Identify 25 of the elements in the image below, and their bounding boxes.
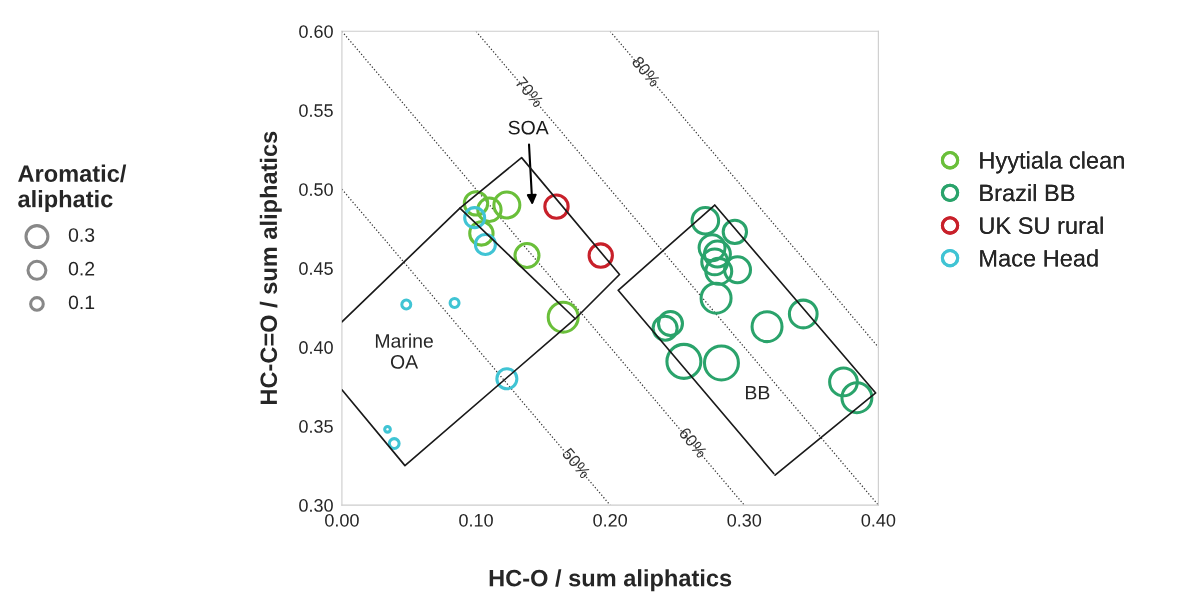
legend-title: Aromatic/ aliphatic: [18, 164, 127, 213]
x-tick-label: 0.30: [727, 513, 762, 527]
y-tick-label: 0.45: [299, 262, 333, 275]
x-tick-label: 0.40: [861, 513, 896, 527]
y-tick-label: 0.30: [299, 499, 333, 512]
annotation: BB: [746, 385, 770, 400]
annotation: Marine OA: [375, 333, 433, 369]
y-axis-title: HC-C=O / sum aliphatics: [259, 131, 282, 405]
legend-label: 0.2: [68, 261, 95, 276]
x-tick-label: 0.00: [325, 513, 359, 527]
x-axis-title: HC-O / sum aliphatics: [489, 569, 732, 592]
legend-label: Hyytiala clean: [980, 151, 1124, 174]
y-tick-label: 0.35: [299, 420, 333, 433]
y-tick-label: 0.55: [299, 104, 333, 117]
series-label: SOA: [508, 120, 549, 135]
legend-label: Mace Head: [980, 249, 1098, 267]
x-tick-label: 0.20: [593, 513, 627, 527]
legend-label: 0.3: [68, 228, 95, 242]
legend-label: Brazil BB: [980, 184, 1075, 202]
x-tick-label: 0.10: [459, 513, 493, 527]
y-tick-label: 0.40: [299, 341, 333, 354]
y-tick-label: 0.60: [299, 25, 333, 38]
legend-label: UK SU rural: [980, 216, 1103, 234]
y-tick-label: 0.50: [299, 183, 333, 196]
legend-label: 0.1: [68, 295, 95, 310]
